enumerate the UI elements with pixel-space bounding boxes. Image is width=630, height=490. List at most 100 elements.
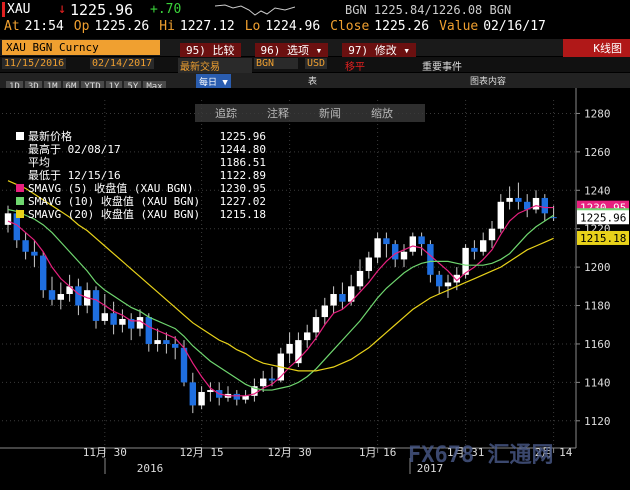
candle-body xyxy=(550,217,557,219)
candle-body xyxy=(462,247,469,275)
field-value: 1225.26 xyxy=(374,19,430,34)
y-tick-label: 1120 xyxy=(584,415,611,428)
events[interactable]: 重要事件 xyxy=(422,62,462,73)
content-button[interactable]: 图表内容 xyxy=(470,77,507,87)
candle-body xyxy=(57,294,64,300)
legend-label: 平均 xyxy=(28,156,50,169)
sparkline xyxy=(215,4,295,16)
field-value: 1227.12 xyxy=(179,19,235,34)
legend-label: 最低于 12/15/16 xyxy=(28,169,121,182)
candle-body xyxy=(119,318,126,325)
candle-body xyxy=(207,390,214,392)
field-label: Op xyxy=(73,19,90,34)
candle-body xyxy=(480,240,487,252)
candle-body xyxy=(339,294,346,302)
candle-body xyxy=(154,340,161,344)
source[interactable]: BGN xyxy=(254,58,298,69)
candle-body xyxy=(348,286,355,302)
arrow: ↓ xyxy=(58,1,67,17)
legend-value: 1227.02 xyxy=(220,195,266,208)
candle-body xyxy=(471,247,478,252)
candle-body xyxy=(515,197,522,202)
legend-value: 1230.95 xyxy=(220,182,266,195)
sma-line xyxy=(7,205,554,397)
legend-value: 1244.80 xyxy=(220,143,266,156)
field-value: 02/16/17 xyxy=(483,19,546,34)
candle-body xyxy=(506,197,513,202)
security[interactable]: XAU BGN Curncy xyxy=(2,40,160,55)
y-tick-label: 1240 xyxy=(584,184,611,197)
candle-body xyxy=(4,213,12,225)
field-label: At xyxy=(4,19,20,34)
price-tag xyxy=(577,210,629,225)
legend-value: 1122.89 xyxy=(220,169,266,182)
candle-body xyxy=(304,332,311,341)
start-date[interactable]: 11/15/2016 xyxy=(2,58,67,69)
table-button[interactable]: 表 xyxy=(308,77,318,87)
legend-label: SMAVG (10) 收盘值 (XAU BGN) xyxy=(28,194,200,208)
mode[interactable]: 最新交易 xyxy=(178,58,252,73)
menu-button[interactable]: 96) 选项 ▾ xyxy=(254,43,329,58)
year-label: 2016 xyxy=(137,462,164,475)
y-tick-label: 1160 xyxy=(584,338,611,351)
x-tick-label: 12月 15 xyxy=(180,446,224,459)
x-tick-label: 1月 16 xyxy=(359,446,397,459)
period-bar: 1D 3D 1M 6M YTD 1Y 5Y Max 每日 ▼ 表 图表内容 xyxy=(0,73,630,93)
candle-body xyxy=(233,393,240,400)
legend-swatch xyxy=(16,132,24,140)
candle-body xyxy=(101,313,108,321)
legend: 最新价格 1225.96 最高于 02/08/17 1244.80 平均 1186.51 最… xyxy=(16,129,266,221)
view-name[interactable]: K线图 xyxy=(563,39,630,57)
field-label: Value xyxy=(439,19,479,34)
candle-body xyxy=(136,317,144,329)
candle-body xyxy=(145,317,152,344)
legend-swatch xyxy=(16,184,24,192)
candle-body xyxy=(128,318,135,329)
watermark: FX678 汇通网 xyxy=(408,443,553,468)
x-tick-label: 12月 30 xyxy=(268,446,312,459)
candle-body xyxy=(365,257,372,271)
x-tick-label: 1月 31 xyxy=(447,446,485,459)
currency[interactable]: USD xyxy=(305,58,328,69)
legend-value: 1225.96 xyxy=(220,130,266,143)
legend-label: SMAVG (5) 收盘值 (XAU BGN) xyxy=(28,181,193,195)
y-tick-label: 1280 xyxy=(584,107,611,120)
candle-body xyxy=(488,228,496,241)
menu-buttons: 95) 比较 96) 选项 ▾ 97) 修改 ▾ xyxy=(180,39,430,58)
chart: 追踪 注释 新闻 缩放11201140116011801200122012401260… xyxy=(0,88,630,490)
sma-line xyxy=(7,208,554,391)
frequency[interactable]: 每日 ▼ xyxy=(196,74,231,89)
candle-body xyxy=(374,238,381,258)
candle-body xyxy=(392,244,399,260)
year-label: 2017 xyxy=(417,462,444,475)
field-label: Hi xyxy=(159,19,175,34)
chart-toolbar: 追踪 注释 新闻 缩放 xyxy=(195,104,425,122)
candle-body xyxy=(260,378,267,387)
candle-body xyxy=(268,378,276,381)
candle-body xyxy=(532,197,540,210)
symbol: XAU xyxy=(2,2,30,17)
candle-body xyxy=(251,386,258,396)
candle-body xyxy=(453,274,460,283)
legend-label: 最新价格 xyxy=(28,129,72,143)
candle-body xyxy=(40,255,47,291)
candle-body xyxy=(31,251,38,256)
menu-bar: XAU BGN Curncy 95) 比较 96) 选项 ▾ 97) 修改 ▾ K线… xyxy=(0,39,630,58)
candle-body xyxy=(22,240,29,252)
candle-body xyxy=(189,382,196,406)
last-price: 1225.96 xyxy=(70,1,134,19)
smooth[interactable]: 移平 xyxy=(345,62,365,73)
candle-body xyxy=(242,395,249,400)
candle-body xyxy=(409,236,416,252)
menu-button[interactable]: 95) 比较 xyxy=(180,43,241,58)
candle-body xyxy=(524,201,531,210)
field-value: 1224.96 xyxy=(265,19,321,34)
menu-button[interactable]: 97) 修改 ▾ xyxy=(342,43,416,58)
end-date[interactable]: 02/14/2017 xyxy=(90,58,155,69)
legend-value: 1215.18 xyxy=(220,208,266,221)
candle-body xyxy=(436,274,443,287)
candle-body xyxy=(427,244,434,275)
candle-body xyxy=(400,251,408,260)
candle-body xyxy=(110,313,117,325)
